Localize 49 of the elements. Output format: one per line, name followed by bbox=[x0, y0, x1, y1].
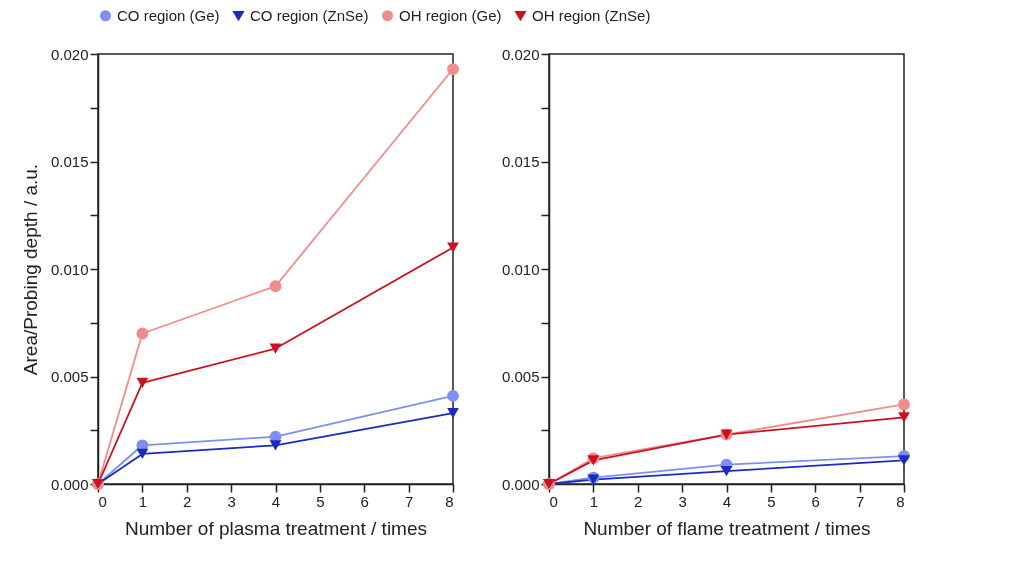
point bbox=[720, 465, 733, 477]
y-tick-label: 0.020 bbox=[50, 45, 89, 63]
point bbox=[898, 398, 910, 411]
y-tick-label: 0.005 bbox=[50, 368, 89, 385]
legend-label: OH region (ZnSe) bbox=[532, 6, 651, 24]
x-tick-label: 4 bbox=[271, 492, 281, 510]
y-tick-label: 0.015 bbox=[50, 153, 89, 170]
y-tick-label: 0.000 bbox=[50, 475, 89, 493]
point bbox=[136, 377, 149, 389]
x-tick-label: 8 bbox=[896, 492, 905, 510]
point bbox=[136, 448, 149, 460]
x-tick-label: 6 bbox=[811, 492, 820, 510]
x-tick-label: 0 bbox=[549, 492, 558, 510]
x-tick-label: 1 bbox=[589, 492, 599, 510]
point bbox=[447, 242, 459, 253]
point bbox=[269, 343, 282, 354]
legend-label: CO region (ZnSe) bbox=[250, 6, 369, 24]
x-axis-title: Number of flame treatment / times bbox=[583, 517, 871, 539]
point bbox=[136, 327, 149, 340]
x-tick-label: 7 bbox=[855, 492, 865, 510]
point bbox=[898, 412, 910, 423]
x-axis-title: Number of plasma treatment / times bbox=[125, 517, 427, 539]
point bbox=[447, 389, 459, 402]
point bbox=[269, 280, 282, 293]
x-tick-label: 2 bbox=[634, 492, 643, 510]
point bbox=[447, 63, 459, 75]
x-tick-label: 3 bbox=[227, 492, 236, 510]
y-tick-label: 0.010 bbox=[501, 260, 540, 278]
x-tick-label: 6 bbox=[360, 492, 369, 510]
x-tick-label: 1 bbox=[138, 492, 148, 510]
y-tick-label: 0.010 bbox=[50, 260, 89, 278]
x-tick-label: 7 bbox=[404, 492, 414, 510]
y-axis-title: Area/Probing depth / a.u. bbox=[19, 163, 41, 376]
legend-label: OH region (Ge) bbox=[399, 6, 502, 24]
x-tick-label: 2 bbox=[183, 492, 192, 510]
legend-label: CO region (Ge) bbox=[117, 6, 220, 24]
x-tick-label: 3 bbox=[678, 492, 687, 510]
x-tick-label: 0 bbox=[98, 492, 107, 510]
x-tick-label: 5 bbox=[767, 492, 776, 510]
point bbox=[447, 407, 459, 419]
point bbox=[898, 455, 910, 466]
x-tick-label: 8 bbox=[445, 492, 454, 510]
point bbox=[269, 440, 282, 451]
x-tick-label: 4 bbox=[722, 492, 732, 510]
x-tick-label: 5 bbox=[316, 492, 325, 510]
y-tick-label: 0.015 bbox=[501, 153, 540, 170]
y-tick-label: 0.020 bbox=[501, 45, 540, 63]
y-tick-label: 0.000 bbox=[501, 475, 540, 493]
y-tick-label: 0.005 bbox=[501, 368, 540, 385]
